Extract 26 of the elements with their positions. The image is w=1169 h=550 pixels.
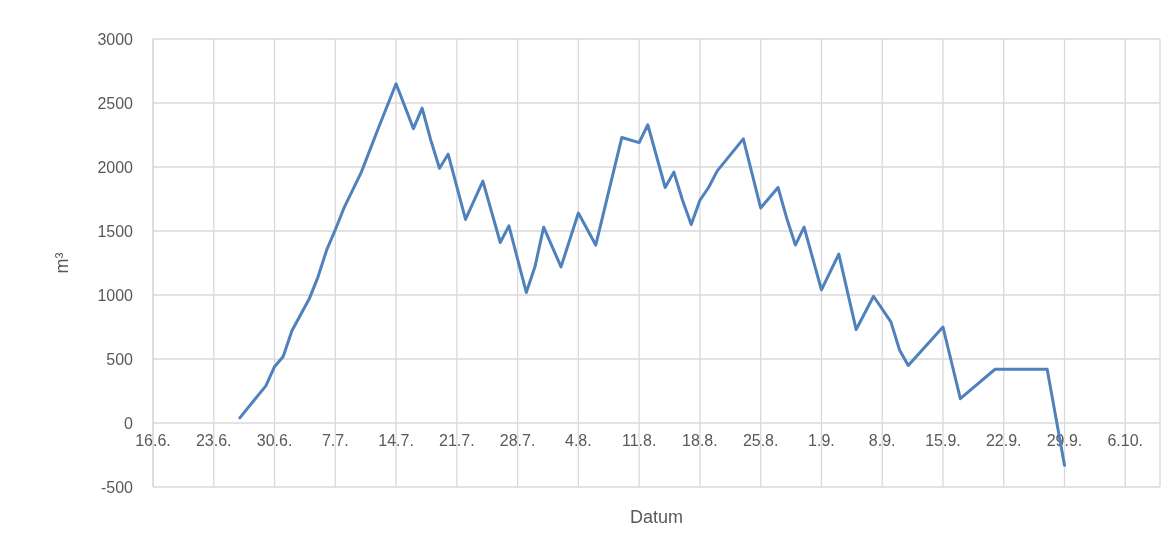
y-tick-label: 500 [106,350,134,368]
x-tick-label: 7.7. [321,432,349,449]
x-tick-label: 21.7. [439,432,475,449]
x-tick-label: 11.8. [621,432,657,449]
x-tick-label: 22.9. [985,432,1022,449]
x-axis-title: Datum [629,507,684,527]
x-tick-label: 25.8. [742,432,779,449]
y-tick-label: 3000 [97,30,134,48]
y-tick-label: -500 [100,478,134,496]
x-tick-label: 4.8. [565,432,592,449]
x-tick-label: 28.7. [499,432,536,449]
x-tick-label: 1.9. [808,432,835,449]
x-tick-label: 16.6. [135,432,171,449]
x-tick-label: 23.6. [195,432,232,449]
y-tick-label: 2000 [97,158,134,176]
y-tick-label: 1500 [97,222,134,240]
y-tick-label: 0 [124,414,134,432]
y-tick-label: 1000 [97,286,134,304]
y-axis-title: m³ [52,252,72,274]
x-tick-label: 14.7. [378,432,414,449]
x-tick-label: 30.6. [256,432,293,449]
x-tick-label: 15.9. [925,432,961,449]
y-tick-label: 2500 [97,94,134,112]
x-tick-label: 6.10. [1107,432,1144,449]
x-tick-label: 8.9. [868,432,896,449]
x-tick-label: 18.8. [682,432,718,449]
